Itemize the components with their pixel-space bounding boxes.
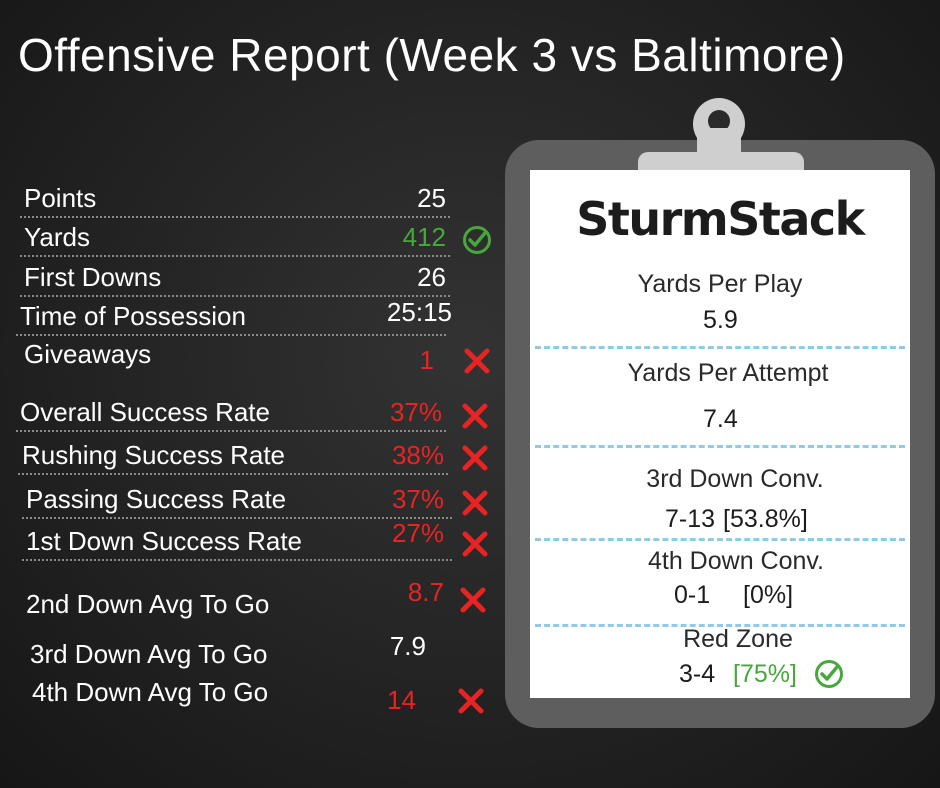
x-icon bbox=[460, 488, 490, 518]
page-title: Offensive Report (Week 3 vs Baltimore) bbox=[18, 29, 846, 81]
stat-label: Passing Success Rate bbox=[26, 484, 287, 514]
stat-label: 3rd Down Avg To Go bbox=[30, 639, 268, 669]
stat-value: 38% bbox=[391, 440, 444, 470]
section-pct-4th-down-conv: [0%] bbox=[743, 581, 794, 609]
clipboard-paper bbox=[530, 170, 910, 698]
stat-row-3rd-down-avg-to-go: 3rd Down Avg To Go 7.9 bbox=[26, 631, 456, 672]
stat-label: Yards bbox=[24, 222, 90, 252]
stat-value: 1 bbox=[419, 345, 434, 375]
x-icon bbox=[460, 401, 490, 431]
section-divider bbox=[535, 538, 905, 541]
stat-row-rushing-success-rate: Rushing Success Rate 38% bbox=[18, 435, 448, 475]
check-circle-icon bbox=[462, 225, 492, 255]
section-value-yards-per-attempt: 7.4 bbox=[703, 405, 738, 433]
stat-row-first-downs: First Downs 26 bbox=[20, 257, 450, 297]
x-icon bbox=[456, 686, 486, 716]
stat-label: Giveaways bbox=[24, 339, 152, 369]
section-divider bbox=[535, 624, 905, 627]
stat-value: 25:15 bbox=[386, 297, 452, 327]
stat-row-giveaways: Giveaways 1 bbox=[20, 334, 450, 375]
stat-row-overall-success-rate: Overall Success Rate 37% bbox=[16, 392, 446, 432]
section-label-red-zone: Red Zone bbox=[683, 625, 793, 653]
stat-row-4th-down-avg-to-go: 4th Down Avg To Go 14 bbox=[28, 672, 458, 715]
stat-value: 37% bbox=[389, 397, 442, 427]
stat-row-yards: Yards 412 bbox=[20, 217, 450, 257]
stat-row-1st-down-success-rate: 1st Down Success Rate 27% bbox=[22, 518, 452, 561]
stat-label: 4th Down Avg To Go bbox=[32, 677, 269, 707]
x-icon bbox=[462, 346, 492, 376]
stat-value: 27% bbox=[391, 518, 444, 548]
section-label-yards-per-attempt: Yards Per Attempt bbox=[627, 359, 829, 387]
section-value-3rd-down-conv: 7-13 bbox=[665, 505, 716, 533]
section-value-yards-per-play: 5.9 bbox=[703, 306, 738, 334]
section-value-red-zone: 3-4 bbox=[679, 660, 716, 688]
check-circle-icon bbox=[814, 659, 844, 689]
stat-value: 8.7 bbox=[407, 577, 444, 607]
x-icon bbox=[460, 529, 490, 559]
x-icon bbox=[458, 585, 488, 615]
stat-value: 14 bbox=[387, 685, 416, 715]
stat-value: 7.9 bbox=[389, 631, 426, 661]
stat-label: Points bbox=[24, 183, 97, 213]
stat-row-points: Points 25 bbox=[20, 178, 450, 218]
stat-value: 37% bbox=[391, 484, 444, 514]
clipboard-clip-hole bbox=[708, 110, 730, 132]
stat-label: Rushing Success Rate bbox=[22, 440, 286, 470]
stat-label: Overall Success Rate bbox=[20, 397, 270, 427]
section-divider bbox=[535, 346, 905, 349]
section-value-4th-down-conv: 0-1 bbox=[674, 581, 711, 609]
x-icon bbox=[460, 443, 490, 473]
section-pct-3rd-down-conv: [53.8%] bbox=[723, 505, 808, 533]
stat-row-passing-success-rate: Passing Success Rate 37% bbox=[22, 479, 452, 519]
stat-value: 412 bbox=[402, 222, 446, 252]
section-label-yards-per-play: Yards Per Play bbox=[637, 270, 803, 298]
section-pct-red-zone: [75%] bbox=[733, 660, 797, 688]
section-divider bbox=[535, 445, 905, 448]
stat-row-time-of-possession: Time of Possession 25:15 bbox=[16, 296, 452, 336]
stat-label: 2nd Down Avg To Go bbox=[26, 589, 270, 619]
brand-logo: SturmStack bbox=[576, 192, 865, 246]
section-label-4th-down-conv: 4th Down Conv. bbox=[647, 547, 824, 575]
stat-label: Time of Possession bbox=[20, 301, 246, 331]
section-label-3rd-down-conv: 3rd Down Conv. bbox=[646, 465, 824, 493]
stat-value: 25 bbox=[417, 183, 446, 213]
stat-label: 1st Down Success Rate bbox=[26, 526, 303, 556]
stat-row-2nd-down-avg-to-go: 2nd Down Avg To Go 8.7 bbox=[22, 577, 452, 622]
stat-value: 26 bbox=[417, 262, 446, 292]
stat-label: First Downs bbox=[24, 262, 162, 292]
